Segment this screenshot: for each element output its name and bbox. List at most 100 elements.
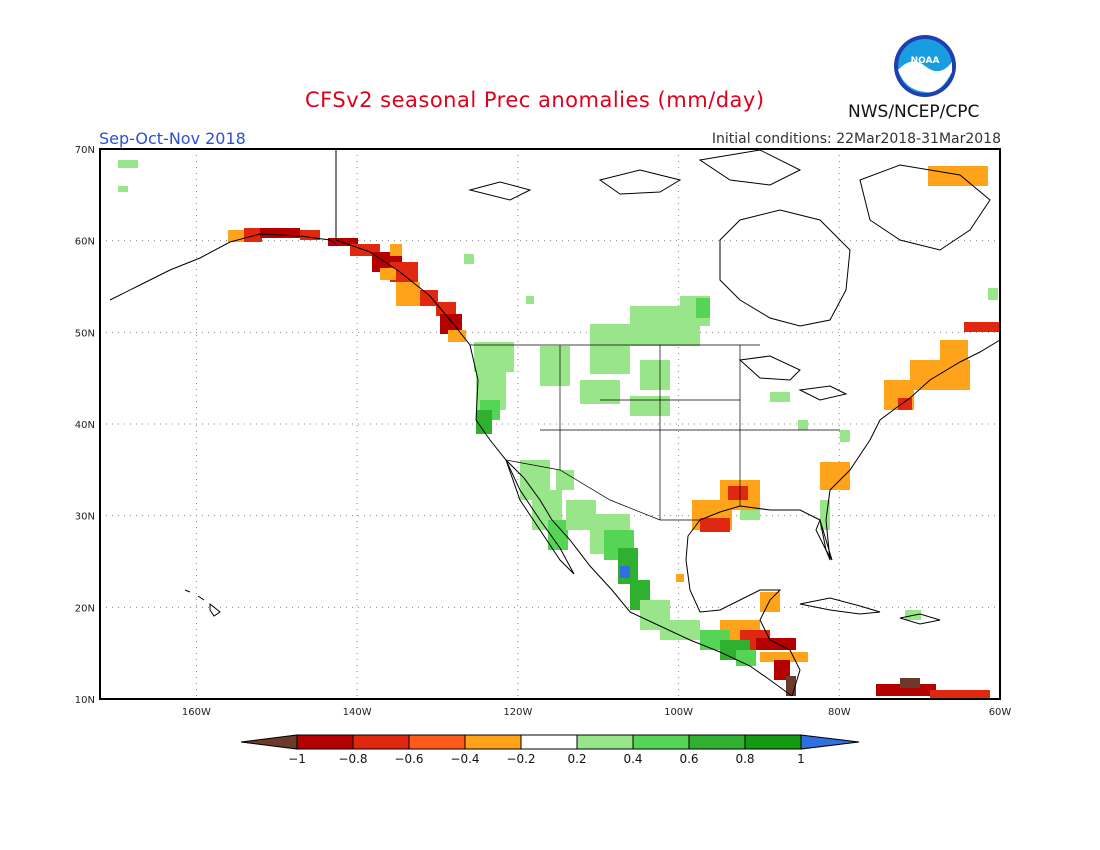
coastline-path bbox=[598, 169, 682, 195]
anomaly-cell bbox=[786, 676, 796, 696]
colorbar-label: −0.8 bbox=[338, 752, 367, 766]
coastline-path bbox=[209, 602, 221, 617]
anomaly-cell bbox=[526, 296, 534, 304]
anomaly-cell bbox=[548, 520, 568, 550]
colorbar-legend: −1 −0.8 −0.6 −0.4 −0.2 0.2 0.4 0.6 0.8 1 bbox=[240, 734, 860, 766]
anomaly-cell bbox=[900, 678, 920, 688]
colorbar-label: −0.2 bbox=[506, 752, 535, 766]
lon-tick-label: 100W bbox=[664, 707, 693, 718]
axis-labels: 160W 140W 120W 100W 80W 60W 10N 20N 30N 40N 50N 60N… bbox=[75, 145, 1012, 718]
lon-tick-label: 60W bbox=[989, 707, 1012, 718]
colorbar-label: −0.4 bbox=[450, 752, 479, 766]
colorbar-swatch bbox=[520, 734, 578, 750]
anomaly-cell bbox=[476, 410, 492, 434]
anomaly-cell bbox=[770, 392, 790, 402]
coastline-path bbox=[798, 385, 848, 401]
anomaly-cell bbox=[696, 298, 710, 318]
colorbar-swatch bbox=[352, 734, 410, 750]
anomaly-cell bbox=[798, 420, 808, 430]
anomaly-cell bbox=[760, 592, 780, 612]
colorbar-label: 0.8 bbox=[735, 752, 754, 766]
border-path bbox=[505, 459, 700, 521]
anomaly-cell bbox=[300, 230, 320, 240]
lon-tick-label: 140W bbox=[343, 707, 372, 718]
anomaly-cell bbox=[540, 346, 570, 386]
colorbar-swatch bbox=[464, 734, 522, 750]
anomaly-cell bbox=[898, 398, 912, 410]
coastline-path bbox=[738, 355, 801, 381]
season-label: Sep-Oct-Nov 2018 bbox=[99, 129, 246, 148]
colorbar-arrow-low bbox=[240, 734, 298, 750]
anomaly-cell bbox=[420, 290, 438, 306]
coastline-path bbox=[197, 595, 205, 601]
coastline-path bbox=[468, 181, 532, 201]
coastline-path bbox=[335, 239, 793, 697]
coastline-path bbox=[859, 164, 991, 251]
anomaly-cell bbox=[244, 228, 262, 242]
anomaly-cell bbox=[910, 360, 970, 390]
coastline-path bbox=[719, 209, 851, 327]
colorbar-swatch bbox=[688, 734, 746, 750]
anomaly-cell bbox=[118, 160, 138, 168]
coastline-path bbox=[505, 459, 575, 575]
anomaly-cell bbox=[774, 660, 790, 680]
colorbar-label: −0.6 bbox=[394, 752, 423, 766]
anomaly-cell bbox=[740, 510, 760, 520]
anomaly-cell bbox=[928, 166, 988, 186]
lon-tick-label: 160W bbox=[182, 707, 211, 718]
colorbar-arrow-high bbox=[800, 734, 860, 750]
coastline-path bbox=[815, 518, 833, 561]
lat-tick-label: 50N bbox=[75, 328, 95, 339]
lon-tick-label: 120W bbox=[503, 707, 532, 718]
anomaly-cell bbox=[474, 342, 514, 372]
coastline-path bbox=[799, 597, 881, 615]
anomaly-cell bbox=[630, 396, 670, 416]
anomaly-cell bbox=[640, 360, 670, 390]
anomaly-cell bbox=[700, 518, 730, 532]
lat-tick-label: 70N bbox=[75, 145, 95, 156]
noaa-logo-icon: NOAA bbox=[894, 35, 956, 97]
noaa-logo-text: NOAA bbox=[911, 56, 940, 66]
colorbar-swatch bbox=[744, 734, 802, 750]
agency-label: NWS/NCEP/CPC bbox=[848, 102, 980, 122]
anomaly-cell bbox=[660, 620, 700, 640]
lat-tick-label: 60N bbox=[75, 237, 95, 248]
anomaly-cell bbox=[590, 324, 630, 374]
anomaly-cell bbox=[820, 500, 830, 530]
coastline-path bbox=[698, 149, 802, 186]
coastline-path bbox=[899, 613, 941, 625]
anomaly-cell bbox=[876, 684, 936, 696]
lat-tick-label: 40N bbox=[75, 420, 95, 431]
lat-tick-label: 10N bbox=[75, 695, 95, 706]
colorbar-label: 0.2 bbox=[567, 752, 586, 766]
anomaly-cell bbox=[556, 470, 574, 490]
colorbar-swatch bbox=[296, 734, 354, 750]
map-title: CFSv2 seasonal Prec anomalies (mm/day) bbox=[305, 88, 765, 112]
graticule bbox=[100, 149, 1000, 699]
anomaly-cell bbox=[260, 228, 300, 238]
anomaly-cell bbox=[756, 638, 796, 650]
anomaly-cell bbox=[930, 690, 990, 698]
anomaly-cell bbox=[390, 244, 402, 256]
anomaly-cell bbox=[396, 282, 420, 306]
colorbar-label: 1 bbox=[797, 752, 805, 766]
anomaly-cell bbox=[464, 254, 474, 264]
colorbar-swatch bbox=[576, 734, 634, 750]
anomaly-cell bbox=[728, 486, 748, 500]
colorbar-swatch bbox=[632, 734, 690, 750]
anomaly-cell bbox=[676, 574, 684, 582]
anomaly-cell bbox=[436, 302, 456, 316]
colorbar-swatch bbox=[408, 734, 466, 750]
map-frame bbox=[99, 148, 1001, 700]
anomaly-cell bbox=[580, 380, 620, 404]
anomaly-cell bbox=[964, 322, 1000, 332]
lat-tick-label: 30N bbox=[75, 512, 95, 523]
anomaly-cell bbox=[820, 462, 850, 490]
coastline-path bbox=[109, 233, 337, 301]
colorbar-label: 0.4 bbox=[623, 752, 642, 766]
anomaly-cell bbox=[620, 566, 630, 578]
initial-conditions-label: Initial conditions: 22Mar2018-31Mar2018 bbox=[711, 131, 1001, 147]
anomaly-cell bbox=[840, 430, 850, 442]
lon-tick-label: 80W bbox=[828, 707, 851, 718]
anomaly-cell bbox=[760, 652, 808, 662]
